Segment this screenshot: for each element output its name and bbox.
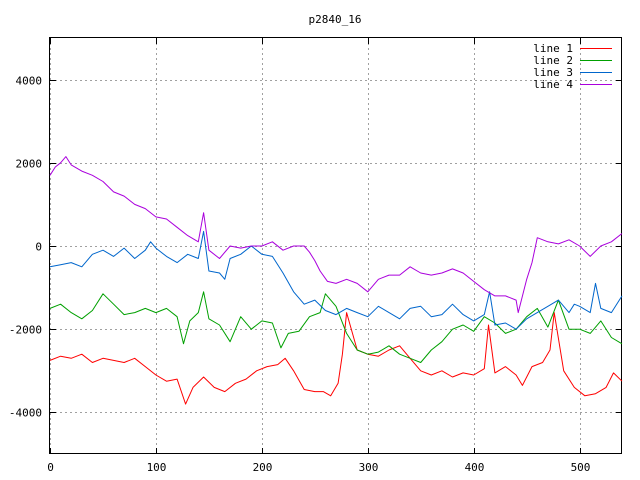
legend-label: line 1: [533, 42, 573, 55]
axis-ticks: -4000 -2000 0 2000 4000 0 100 200 300 400 500: [9, 38, 622, 474]
grid: [50, 38, 622, 454]
x-tick-label: 100: [147, 461, 167, 474]
series-line-1: [49, 312, 623, 405]
legend-label: line 3: [533, 66, 573, 79]
series-line-2: [49, 291, 623, 363]
series-group: [49, 156, 623, 405]
legend-label: line 2: [533, 54, 573, 67]
y-tick-label: -4000: [9, 407, 42, 420]
x-tick-label: 200: [253, 461, 273, 474]
legend-label: line 4: [533, 78, 573, 91]
y-tick-label: 2000: [16, 158, 43, 171]
series-line-3: [49, 230, 623, 330]
y-tick-label: 4000: [16, 75, 43, 88]
x-tick-label: 300: [359, 461, 379, 474]
x-tick-label: 500: [571, 461, 591, 474]
x-tick-label: 0: [47, 461, 54, 474]
chart-title: p2840_16: [309, 13, 362, 26]
y-tick-label: -2000: [9, 324, 42, 337]
x-tick-label: 400: [465, 461, 485, 474]
plot-frame: [49, 37, 622, 454]
series-line-4: [49, 156, 623, 314]
y-tick-label: 0: [35, 241, 42, 254]
